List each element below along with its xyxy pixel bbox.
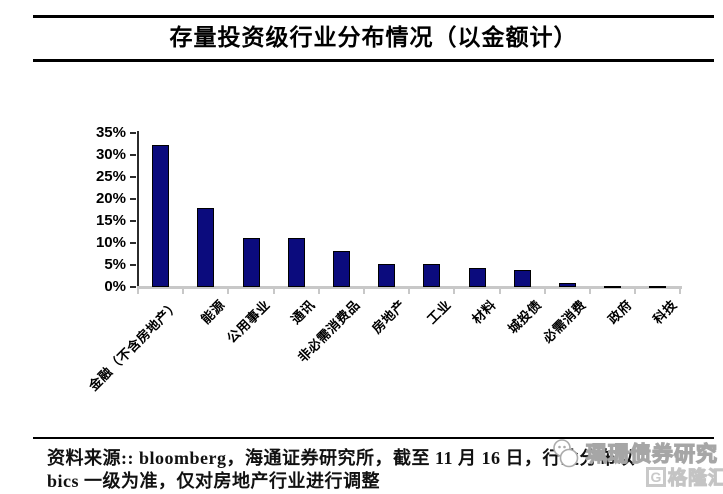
- x-axis-category-label: 政府: [604, 297, 635, 327]
- x-axis-category-label: 金融（不含房地产）: [85, 297, 183, 394]
- x-axis-tick: [453, 289, 456, 294]
- x-axis-tick: [137, 289, 139, 294]
- x-axis-category-label: 科技: [649, 297, 680, 327]
- bar-11: [604, 285, 622, 288]
- bar-6: [378, 263, 396, 287]
- title-top-rule: [33, 15, 714, 18]
- bar-5: [332, 250, 350, 287]
- source-note-line2: bics 一级为准，仅对房地产行业进行调整: [47, 471, 381, 491]
- bar-8: [468, 267, 486, 287]
- watermark: 珮珊债券研究: [549, 438, 718, 468]
- y-axis-tick: [130, 132, 136, 134]
- bar-2: [197, 207, 215, 287]
- x-axis-tick: [408, 289, 411, 294]
- x-axis-tick: [363, 289, 365, 294]
- y-axis-tick-label: 5%: [104, 256, 126, 273]
- bar-7: [423, 264, 441, 287]
- x-axis-line: [136, 286, 682, 289]
- x-axis-category-label: 公用事业: [223, 297, 273, 346]
- bar-9: [513, 270, 531, 287]
- x-axis-category-label: 能源: [197, 297, 228, 327]
- x-axis-tick: [589, 289, 591, 294]
- chart-title: 存量投资级行业分布情况（以金额计）: [169, 25, 578, 50]
- y-axis-tick-label: 35%: [95, 124, 126, 141]
- x-axis-tick: [679, 289, 682, 294]
- x-axis-category-label: 通讯: [288, 297, 318, 327]
- bar-4: [287, 237, 305, 287]
- y-axis-tick-label: 15%: [95, 212, 126, 229]
- bar-10: [558, 283, 576, 287]
- y-axis-tick-label: 30%: [95, 146, 126, 163]
- mascot-icon: [553, 439, 579, 468]
- gelonghui-logo: G 格隆汇: [646, 463, 723, 490]
- y-axis-tick: [130, 286, 136, 288]
- y-axis-tick: [130, 242, 136, 244]
- y-axis-tick-label: 0%: [104, 278, 126, 295]
- gelonghui-logo-text: 格隆汇: [667, 467, 723, 489]
- x-axis-tick: [227, 289, 230, 294]
- x-axis-category-label: 房地产: [369, 297, 409, 337]
- y-axis-line: [136, 131, 139, 289]
- x-axis-category-label: 工业: [423, 297, 454, 327]
- title-bottom-rule: [33, 59, 714, 62]
- y-axis-tick: [130, 198, 136, 200]
- y-axis-tick-label: 20%: [95, 190, 126, 207]
- y-axis-tick: [130, 154, 136, 156]
- x-axis-tick: [182, 289, 185, 294]
- source-note-line1: 资料来源:: bloomberg，海通证券研究所，截至 11 月 16 日，行业…: [47, 448, 635, 468]
- x-axis-tick: [498, 289, 501, 294]
- gelonghui-logo-icon: G: [646, 466, 666, 487]
- y-axis-tick-label: 25%: [95, 168, 126, 185]
- watermark-brand-text: 珮珊债券研究: [585, 441, 718, 466]
- y-axis-tick: [130, 264, 136, 266]
- x-axis-category-label: 材料: [469, 297, 499, 327]
- y-axis-tick: [130, 176, 136, 178]
- y-axis-tick-label: 10%: [95, 234, 126, 251]
- y-axis-tick: [130, 220, 136, 222]
- x-axis-tick: [543, 289, 546, 294]
- x-axis-category-label: 必需消费: [540, 297, 590, 346]
- bar-1: [152, 144, 170, 287]
- bar-3: [242, 237, 260, 287]
- x-axis-tick: [272, 289, 275, 294]
- bar-12: [649, 285, 667, 288]
- x-axis-tick: [317, 289, 320, 294]
- x-axis-tick: [634, 289, 637, 294]
- footer-rule: [33, 437, 714, 439]
